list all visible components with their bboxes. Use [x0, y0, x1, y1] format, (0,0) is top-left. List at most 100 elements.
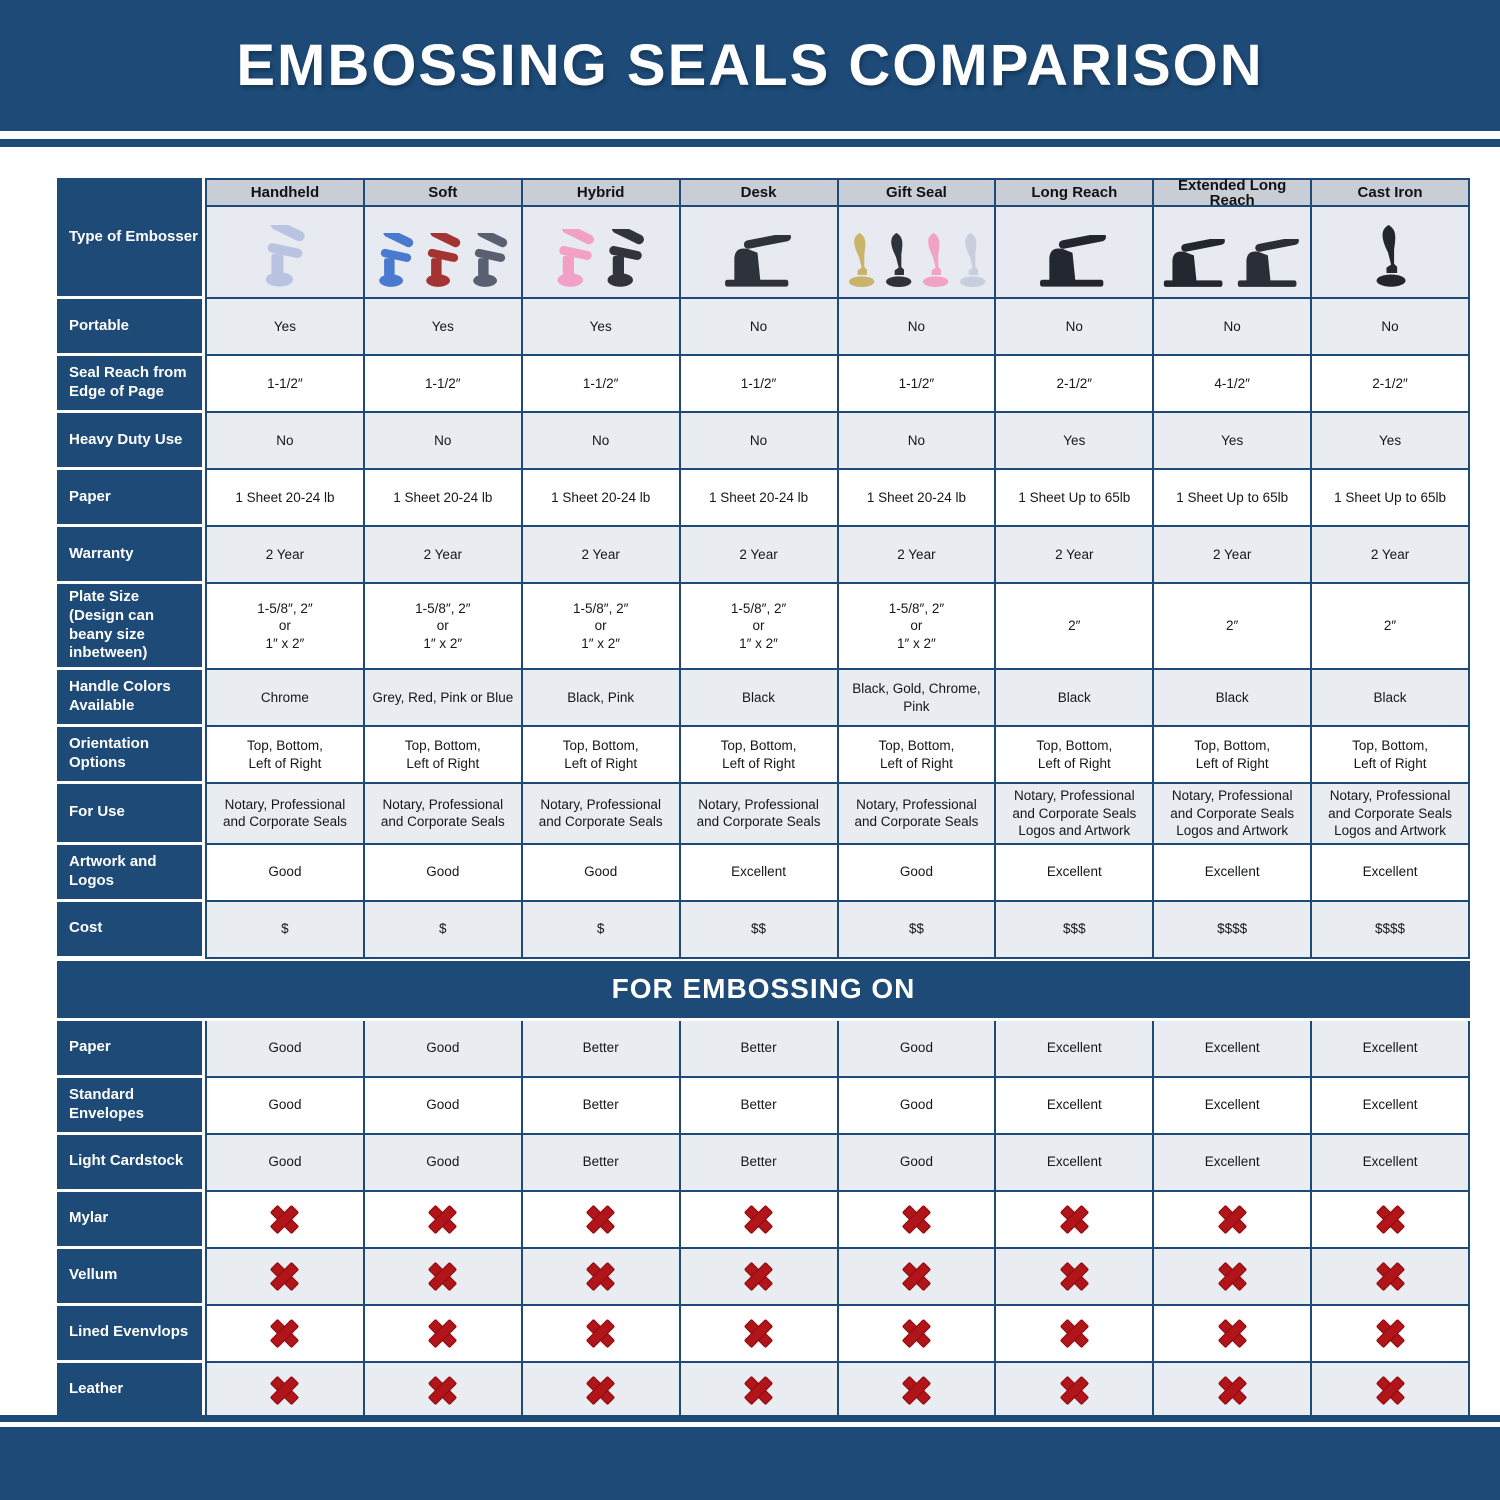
table-row: Cost $ $ $ $$ $$ $$$ $$$$ $$$$ [57, 901, 1470, 959]
table-cell: $ [362, 901, 521, 959]
table-cell: Notary, Professional and Corporate Seals [520, 784, 679, 845]
row-label: For Use [57, 784, 205, 845]
table-cell: 1-1/2″ [205, 356, 363, 413]
table-cell: 2 Year [836, 527, 995, 584]
table-cell: Chrome [205, 670, 363, 727]
table-cell [362, 1305, 521, 1363]
table-cell: Yes [994, 413, 1153, 470]
table-row: Mylar [57, 1191, 1470, 1249]
table-cell: Notary, Professional and Corporate Seals [362, 784, 521, 845]
table-row: Artwork and Logos Good Good Good Excellent Go… [57, 844, 1470, 902]
table-cell: Good [836, 1134, 995, 1192]
table-cell: Top, Bottom, Left of Right [836, 727, 995, 784]
table-cell [520, 1248, 679, 1306]
table-cell: 1-1/2″ [836, 356, 995, 413]
table-cell: No [836, 299, 995, 356]
embosser-icon [922, 233, 949, 287]
table-cell: Yes [520, 299, 679, 356]
red-x-icon [902, 1376, 931, 1405]
table-cell: $$$$ [1310, 901, 1470, 959]
table-cell [520, 1362, 679, 1420]
table-cell [205, 1362, 363, 1420]
product-image-cell [678, 207, 837, 299]
column-header: Long Reach [994, 178, 1153, 207]
table-cell: 1-1/2″ [520, 356, 679, 413]
red-x-icon [586, 1262, 615, 1291]
table-cell: Excellent [1152, 1077, 1311, 1135]
table-cell: Yes [1152, 413, 1311, 470]
table-cell: 1-5/8″, 2″ or 1″ x 2″ [362, 584, 521, 670]
column-header: Desk [678, 178, 837, 207]
red-x-icon [902, 1319, 931, 1348]
table-rows-embossing: Paper Good Good Better Better Good Excellent Ex… [57, 1020, 1470, 1420]
table-cell: No [520, 413, 679, 470]
red-x-icon [270, 1376, 299, 1405]
red-x-icon [428, 1205, 457, 1234]
table-row: Light Cardstock Good Good Better Better Good E… [57, 1134, 1470, 1192]
table-cell: Better [520, 1134, 679, 1192]
table-cell [1310, 1305, 1470, 1363]
table-cell: $$$$ [1152, 901, 1311, 959]
table-cell: Top, Bottom, Left of Right [1310, 727, 1470, 784]
table-cell: 2-1/2″ [994, 356, 1153, 413]
table-cell: Good [520, 844, 679, 902]
footer-stripe [0, 1415, 1500, 1422]
embosser-icon [265, 225, 305, 287]
table-cell: 2″ [1310, 584, 1470, 670]
table-cell: Better [520, 1020, 679, 1078]
table-cell: Yes [362, 299, 521, 356]
embosser-icon [557, 229, 595, 287]
table-cell: Good [362, 1020, 521, 1078]
red-x-icon [1060, 1205, 1089, 1234]
row-cells [205, 1248, 1470, 1306]
table-cell [520, 1191, 679, 1249]
table-header: Type of Embosser Handheld Soft Hybrid Desk G… [57, 178, 1470, 299]
table-cell: No [1310, 299, 1470, 356]
column-header: Gift Seal [836, 178, 995, 207]
embosser-icon [848, 233, 875, 287]
table-cell: 1 Sheet 20-24 lb [836, 470, 995, 527]
product-image-cell [362, 207, 521, 299]
table-cell: Excellent [1310, 1077, 1470, 1135]
row-cells [205, 1305, 1470, 1363]
table-cell: Yes [205, 299, 363, 356]
column-header: Hybrid [520, 178, 679, 207]
table-cell: Better [678, 1134, 837, 1192]
table-cell [205, 1305, 363, 1363]
table-cell: No [678, 413, 837, 470]
table-cell [205, 1248, 363, 1306]
table-cell: Top, Bottom, Left of Right [205, 727, 363, 784]
red-x-icon [586, 1376, 615, 1405]
table-cell: Excellent [678, 844, 837, 902]
row-cells: 1 Sheet 20-24 lb 1 Sheet 20-24 lb 1 Sheet … [205, 470, 1470, 527]
table-cell: Top, Bottom, Left of Right [678, 727, 837, 784]
table-cell: Top, Bottom, Left of Right [994, 727, 1153, 784]
red-x-icon [428, 1262, 457, 1291]
table-cell: Good [836, 1077, 995, 1135]
row-cells: Notary, Professional and Corporate Seals… [205, 784, 1470, 845]
table-cell: Black, Gold, Chrome, Pink [836, 670, 995, 727]
product-image-cell [205, 207, 363, 299]
table-cell [1152, 1248, 1311, 1306]
comparison-table: Type of Embosser Handheld Soft Hybrid Desk G… [57, 178, 1470, 1420]
product-image-cell [836, 207, 995, 299]
product-image-cell [994, 207, 1153, 299]
embosser-icon [724, 235, 791, 287]
table-cell: Black, Pink [520, 670, 679, 727]
row-cells: 2 Year 2 Year 2 Year 2 Year 2 Year 2 Year 2 Ye… [205, 527, 1470, 584]
table-cell: 2 Year [520, 527, 679, 584]
table-cell: $$ [678, 901, 837, 959]
row-label: Cost [57, 901, 205, 959]
table-cell: Good [362, 1134, 521, 1192]
table-cell [362, 1248, 521, 1306]
table-cell: No [994, 299, 1153, 356]
table-cell: Yes [1310, 413, 1470, 470]
section-header-embossing-on: FOR EMBOSSING ON [57, 960, 1470, 1018]
table-cell: Excellent [994, 1020, 1153, 1078]
table-cell: 2 Year [1310, 527, 1470, 584]
table-cell [362, 1362, 521, 1420]
table-cell [205, 1191, 363, 1249]
table-cell: Excellent [1310, 1020, 1470, 1078]
table-row: Portable Yes Yes Yes No No No No No [57, 299, 1470, 356]
table-cell: No [205, 413, 363, 470]
